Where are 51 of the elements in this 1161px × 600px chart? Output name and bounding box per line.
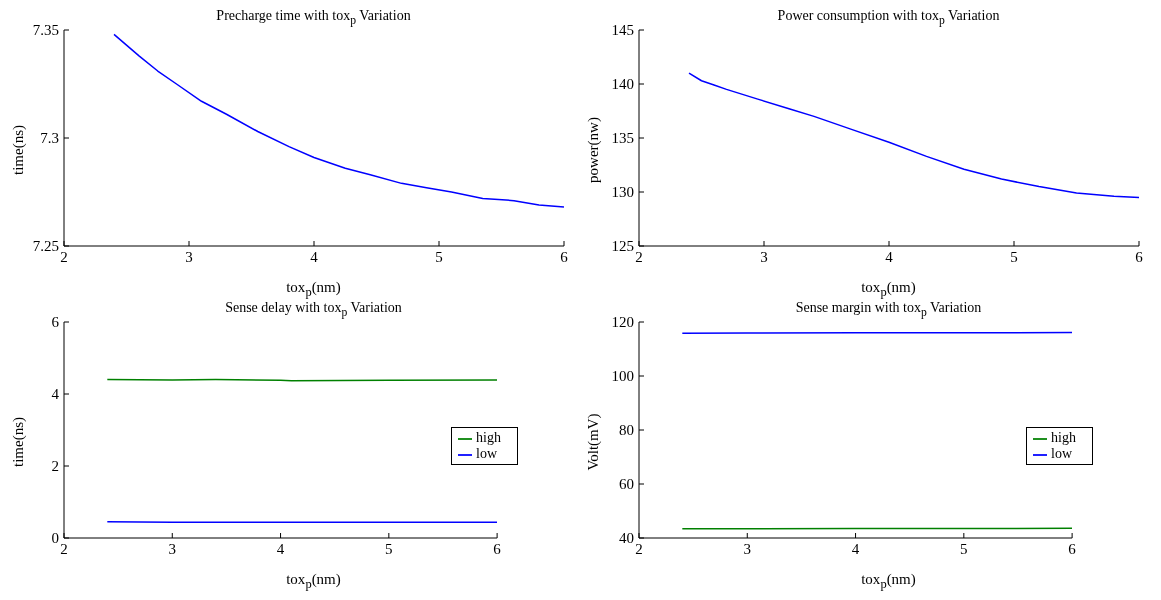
y-tick-label: 120	[611, 314, 634, 331]
x-tick-label: 5	[960, 540, 968, 557]
line-series	[113, 33, 564, 208]
y-tick-label: 7.35	[32, 22, 59, 39]
y-axis-title: time(ns)	[9, 417, 27, 467]
x-tick-label: 5	[1010, 248, 1018, 265]
x-tick-label: 5	[435, 248, 443, 265]
x-tick-label: 6	[493, 540, 502, 557]
legend-label: low	[1051, 446, 1073, 461]
y-axis-title: power(nw)	[584, 117, 602, 183]
x-tick-label: 6	[1135, 248, 1144, 265]
x-axis-title: tox$_{p}$(nm)	[860, 571, 917, 592]
chart-title: Power consumption with tox$_{p}$ Variation	[776, 8, 1001, 27]
x-axis-title: tox$_{p}$(nm)	[285, 279, 342, 300]
y-tick-label: 7.25	[32, 238, 59, 255]
y-tick-label: 125	[611, 238, 634, 255]
x-tick-label: 3	[743, 540, 752, 557]
y-tick-label: 80	[619, 422, 634, 439]
y-axis-title: Volt(mV)	[584, 413, 602, 471]
legend-label: low	[476, 446, 498, 461]
y-tick-label: 60	[619, 476, 634, 493]
chart-title: Sense delay with tox$_{p}$ Variation	[224, 300, 403, 319]
y-tick-label: 130	[611, 184, 634, 201]
x-tick-label: 6	[1068, 540, 1077, 557]
y-tick-label: 7.3	[40, 130, 59, 147]
y-tick-label: 145	[611, 22, 634, 39]
x-tick-label: 4	[310, 248, 319, 265]
legend-label: high	[476, 430, 501, 445]
y-tick-label: 100	[611, 368, 634, 385]
y-tick-label: 40	[619, 530, 634, 547]
x-tick-label: 4	[885, 248, 894, 265]
y-tick-label: 2	[51, 458, 59, 475]
x-tick-label: 3	[185, 248, 193, 265]
x-tick-label: 4	[851, 540, 860, 557]
line-series	[688, 72, 1139, 199]
legend-label: high	[1051, 430, 1076, 445]
x-tick-label: 6	[560, 248, 569, 265]
x-axis-title: tox$_{p}$(nm)	[860, 279, 917, 300]
y-tick-label: 4	[51, 386, 60, 403]
y-tick-label: 0	[51, 530, 59, 547]
y-tick-label: 140	[611, 76, 634, 93]
x-tick-label: 5	[385, 540, 393, 557]
chart-title: Precharge time with tox$_{p}$ Variation	[215, 8, 412, 27]
x-tick-label: 3	[760, 248, 768, 265]
y-tick-label: 6	[51, 314, 60, 331]
x-axis-title: tox$_{p}$(nm)	[285, 571, 342, 592]
y-axis-title: time(ns)	[9, 125, 27, 175]
x-tick-label: 4	[276, 540, 285, 557]
x-tick-label: 3	[168, 540, 177, 557]
chart-title: Sense margin with tox$_{p}$ Variation	[794, 300, 983, 319]
y-tick-label: 135	[611, 130, 634, 147]
